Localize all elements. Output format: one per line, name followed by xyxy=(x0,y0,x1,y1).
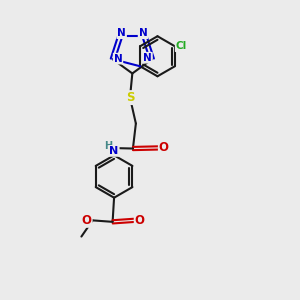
Text: S: S xyxy=(126,91,134,104)
Text: N: N xyxy=(117,28,126,38)
Text: N: N xyxy=(143,53,152,63)
Text: O: O xyxy=(82,214,92,227)
Text: N: N xyxy=(110,146,119,156)
Text: N: N xyxy=(114,54,122,64)
Text: H: H xyxy=(104,141,112,151)
Text: O: O xyxy=(135,214,145,227)
Text: N: N xyxy=(139,28,147,38)
Text: Cl: Cl xyxy=(176,41,187,51)
Text: O: O xyxy=(159,141,169,154)
